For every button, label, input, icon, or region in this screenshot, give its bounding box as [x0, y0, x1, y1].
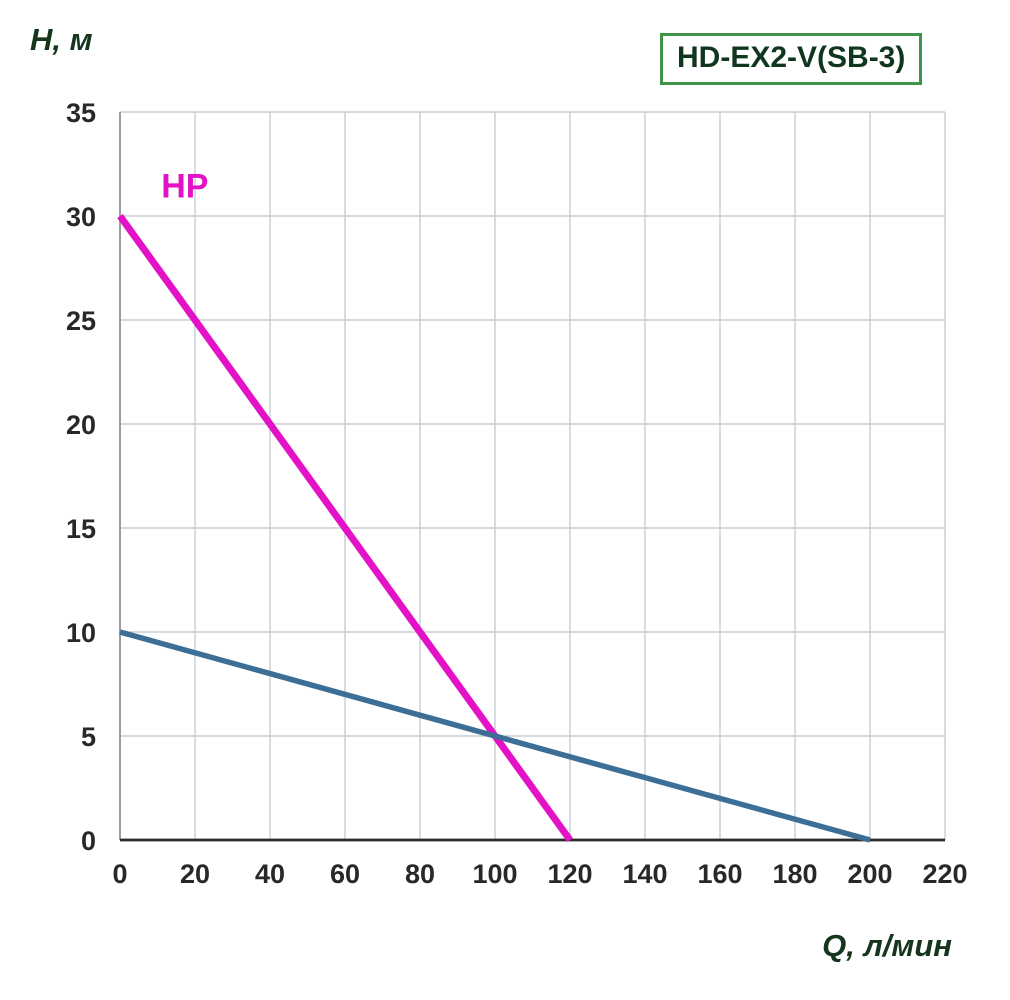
- y-tick-label: 20: [66, 410, 96, 440]
- y-tick-label: 30: [66, 202, 96, 232]
- x-tick-label: 160: [697, 859, 742, 889]
- x-tick-label: 200: [847, 859, 892, 889]
- x-tick-label: 0: [112, 859, 127, 889]
- x-tick-label: 20: [180, 859, 210, 889]
- x-tick-label: 80: [405, 859, 435, 889]
- x-axis-label: Q, л/мин: [822, 928, 952, 963]
- x-tick-label: 100: [472, 859, 517, 889]
- y-tick-label: 5: [81, 722, 96, 752]
- y-tick-label: 35: [66, 98, 96, 128]
- x-tick-label: 40: [255, 859, 285, 889]
- x-tick-label: 220: [922, 859, 967, 889]
- y-tick-label: 25: [66, 306, 96, 336]
- chart-title: HD-EX2-V(SB-3): [660, 33, 923, 85]
- x-tick-label: 140: [622, 859, 667, 889]
- y-tick-label: 10: [66, 618, 96, 648]
- y-axis-label: H, м: [30, 22, 93, 57]
- x-tick-label: 120: [547, 859, 592, 889]
- y-tick-label: 15: [66, 514, 96, 544]
- series-label-HP: HP: [161, 167, 208, 205]
- x-tick-label: 60: [330, 859, 360, 889]
- series-line-curve-2: [119, 629, 871, 843]
- y-tick-label: 0: [81, 826, 96, 856]
- x-tick-label: 180: [772, 859, 817, 889]
